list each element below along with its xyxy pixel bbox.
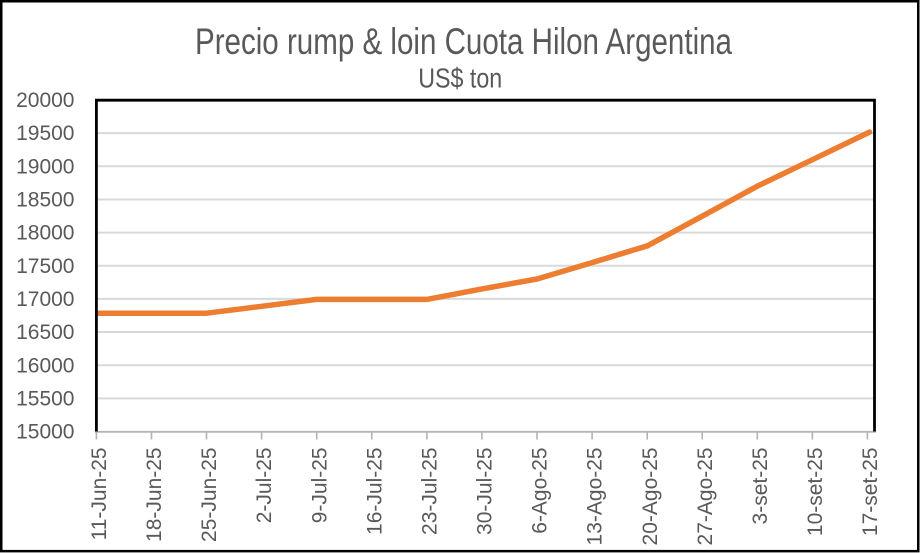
svg-text:US$ ton: US$ ton	[418, 63, 502, 94]
svg-text:9-Jul-25: 9-Jul-25	[308, 447, 331, 523]
svg-text:27-Ago-25: 27-Ago-25	[694, 447, 717, 545]
svg-text:30-Jul-25: 30-Jul-25	[474, 447, 497, 535]
svg-text:18500: 18500	[16, 189, 74, 212]
svg-text:18000: 18000	[16, 222, 74, 245]
svg-text:16000: 16000	[16, 354, 74, 377]
svg-text:20000: 20000	[16, 89, 74, 112]
svg-text:20-Ago-25: 20-Ago-25	[639, 447, 662, 545]
svg-text:16500: 16500	[16, 321, 74, 344]
svg-text:17-set-25: 17-set-25	[859, 447, 882, 536]
svg-text:19000: 19000	[16, 155, 74, 178]
svg-text:25-Jun-25: 25-Jun-25	[198, 447, 221, 542]
svg-text:10-set-25: 10-set-25	[804, 447, 827, 536]
svg-text:11-Jun-25: 11-Jun-25	[88, 447, 111, 540]
svg-text:17500: 17500	[16, 255, 74, 278]
svg-text:6-Ago-25: 6-Ago-25	[529, 447, 552, 533]
svg-text:17000: 17000	[16, 288, 74, 311]
svg-text:15500: 15500	[16, 387, 74, 410]
svg-text:3-set-25: 3-set-25	[749, 447, 772, 524]
svg-text:2-Jul-25: 2-Jul-25	[253, 447, 276, 523]
svg-text:Precio rump & loin Cuota Hilon: Precio rump & loin Cuota Hilon Argentina	[195, 21, 732, 62]
svg-text:19500: 19500	[16, 122, 74, 145]
svg-text:15000: 15000	[16, 421, 74, 444]
svg-text:16-Jul-25: 16-Jul-25	[363, 447, 386, 535]
svg-text:18-Jun-25: 18-Jun-25	[143, 447, 166, 542]
svg-text:23-Jul-25: 23-Jul-25	[419, 447, 442, 535]
svg-text:13-Ago-25: 13-Ago-25	[584, 447, 607, 545]
